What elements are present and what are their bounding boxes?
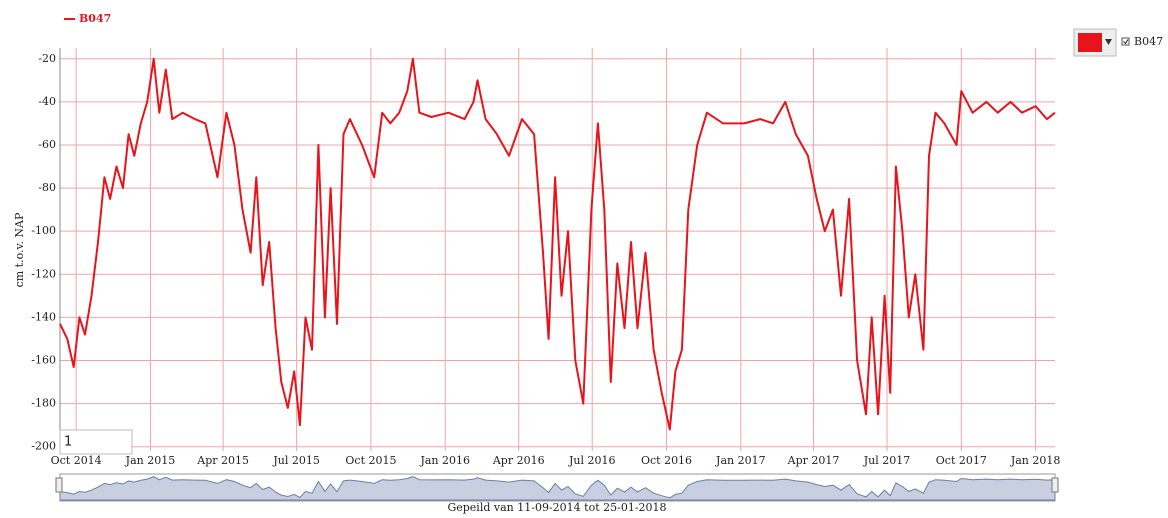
x-tick-label: Jul 2017 (863, 454, 911, 467)
x-tick-label: Oct 2015 (345, 454, 396, 467)
checkbox[interactable] (1121, 37, 1130, 46)
side-legend-label: B047 (1134, 35, 1163, 48)
x-tick-label: Apr 2015 (196, 454, 249, 467)
x-tick-label: Jul 2016 (568, 454, 616, 467)
y-tick-label: -180 (31, 397, 56, 410)
caption: Gepeild van 11-09-2014 tot 25-01-2018 (447, 501, 666, 514)
y-tick-label: -200 (31, 440, 56, 453)
y-tick-label: -120 (31, 267, 56, 280)
y-tick-label: -100 (31, 224, 56, 237)
y-tick-label: -60 (38, 138, 56, 151)
x-tick-label: Apr 2017 (787, 454, 840, 467)
x-tick-label: Jul 2015 (272, 454, 320, 467)
dropdown-arrow (1105, 39, 1112, 45)
data-line (59, 57, 1056, 431)
input-box[interactable] (59, 429, 133, 455)
x-tick-label: Jan 2015 (125, 454, 176, 467)
y-tick-label: -80 (38, 181, 56, 194)
checkmark (1123, 39, 1129, 45)
x-tick-label: Oct 2016 (641, 454, 692, 467)
legend-label: B047 (79, 12, 111, 25)
y-tick-label: -40 (38, 95, 56, 108)
x-tick-label: Oct 2014 (51, 454, 102, 467)
x-tick-label: Jan 2016 (419, 454, 470, 467)
y-tick-label: -160 (31, 353, 56, 366)
y-tick-label: -20 (38, 52, 56, 65)
navigator-handle[interactable] (55, 477, 63, 493)
x-tick-label: Jan 2018 (1010, 454, 1061, 467)
y-axis-label: cm t.o.v. NAP (13, 212, 26, 287)
y-tick-label: -140 (31, 310, 56, 323)
navigator-handle[interactable] (1051, 477, 1059, 493)
x-tick-label: Oct 2017 (936, 454, 987, 467)
x-tick-label: Apr 2016 (492, 454, 545, 467)
x-tick-label: Jan 2017 (715, 454, 766, 467)
navigator-area (59, 476, 1056, 501)
color-swatch (1078, 33, 1102, 52)
input-value: 1 (64, 435, 72, 450)
